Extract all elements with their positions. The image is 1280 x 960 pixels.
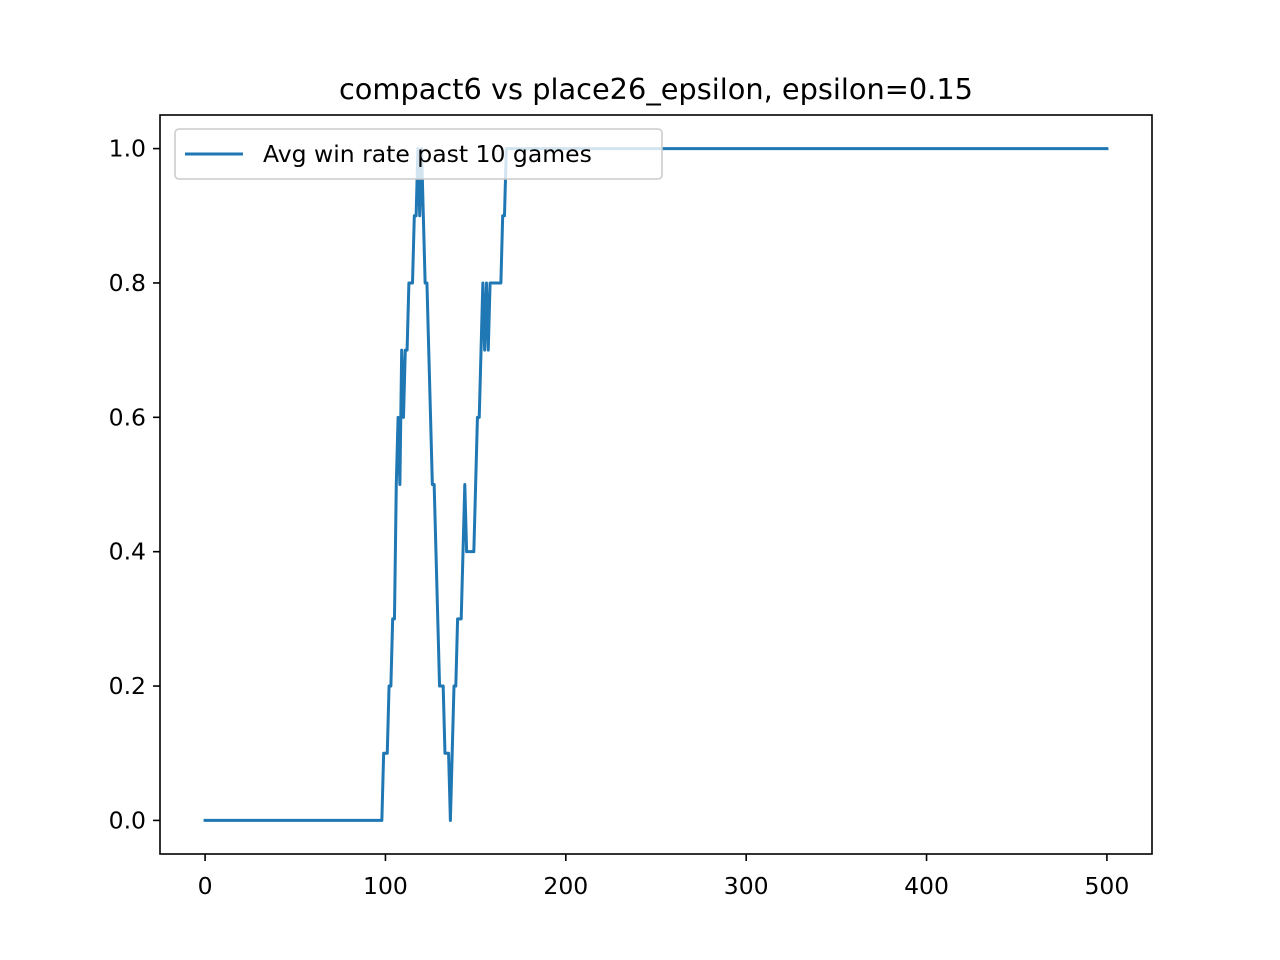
y-tick-label: 0.8: [109, 269, 146, 297]
x-axis: 0 100 200 300 400 500: [198, 854, 1129, 900]
x-tick-label: 300: [724, 872, 769, 900]
x-tick-label: 500: [1084, 872, 1129, 900]
series-line-0: [203, 147, 1109, 822]
y-tick-label: 1.0: [109, 135, 146, 163]
y-tick-label: 0.6: [109, 403, 146, 431]
y-axis: 0.0 0.2 0.4 0.6 0.8 1.0: [109, 135, 160, 834]
chart-title: compact6 vs place26_epsilon, epsilon=0.1…: [339, 72, 973, 106]
y-tick-label: 0.2: [109, 672, 146, 700]
plot-area: [159, 114, 1153, 855]
legend-entry: Avg win rate past 10 games: [263, 140, 592, 168]
x-tick-label: 200: [543, 872, 588, 900]
y-tick-label: 0.0: [109, 806, 146, 834]
x-tick-label: 400: [904, 872, 949, 900]
plot-frame: [159, 114, 1153, 855]
y-tick-label: 0.4: [109, 538, 146, 566]
x-tick-label: 0: [198, 872, 213, 900]
x-tick-label: 100: [363, 872, 408, 900]
legend: Avg win rate past 10 games: [174, 128, 663, 180]
legend-box: [174, 128, 663, 180]
